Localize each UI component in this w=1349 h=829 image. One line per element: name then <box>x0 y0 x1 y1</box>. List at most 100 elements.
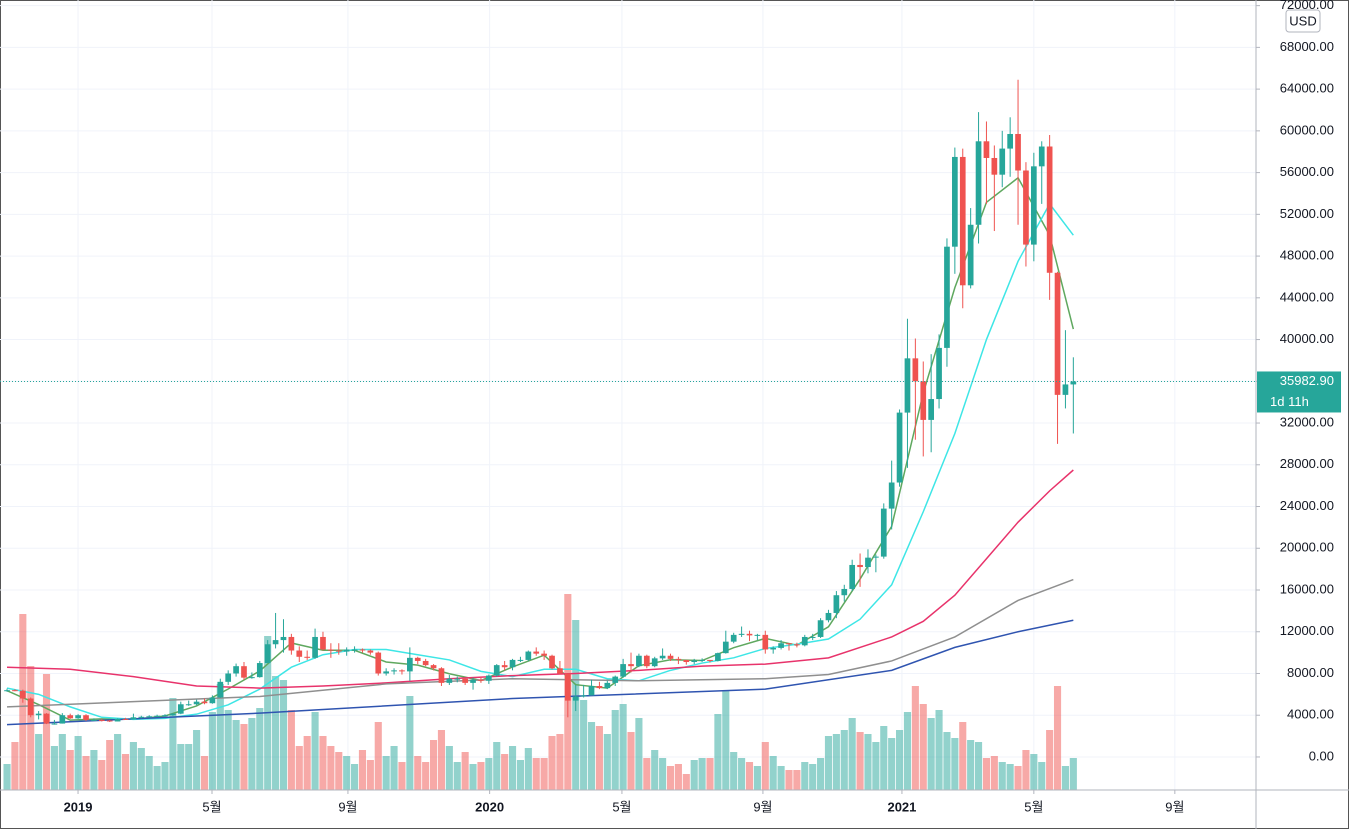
candle-body <box>264 644 271 664</box>
moving-average-line <box>6 202 1074 721</box>
candle-body <box>12 690 18 692</box>
volume-bar <box>540 758 548 790</box>
candle-body <box>628 664 634 667</box>
candle-body <box>564 673 571 701</box>
y-tick-label: 32000.00 <box>1280 414 1334 429</box>
volume-bar <box>864 734 872 790</box>
candle-body <box>991 157 998 175</box>
volume-bar <box>366 760 374 790</box>
candle-body <box>320 636 326 650</box>
volume-bar <box>50 746 58 790</box>
candle-body <box>249 677 255 679</box>
volume-bar <box>611 710 619 790</box>
candle-body <box>920 381 927 420</box>
axes: 0.00 4000.00 8000.00 12000.00 16000.00 20000.… <box>64 0 1341 814</box>
candle-body <box>470 679 476 683</box>
candle-body <box>1015 133 1021 171</box>
candle-body <box>572 696 579 701</box>
candle-body <box>27 698 34 716</box>
candle-body <box>430 665 437 669</box>
volume-bar <box>485 758 493 790</box>
x-tick-label: 5월 <box>1024 799 1043 814</box>
volume-bar <box>1069 758 1077 790</box>
candle-body <box>517 659 524 661</box>
volume-bar <box>501 754 509 790</box>
volume-bar <box>445 746 453 790</box>
volume-bar <box>477 762 485 790</box>
volume-bar <box>722 690 730 790</box>
candle-body <box>478 679 484 681</box>
volume-bar <box>3 764 11 790</box>
candle-body <box>146 716 153 718</box>
volume-bar <box>635 718 643 790</box>
candle-body <box>19 690 26 699</box>
candle-body <box>857 564 863 568</box>
volume-bar <box>279 680 288 790</box>
candle-body <box>880 508 887 557</box>
volume-bar <box>1022 750 1030 790</box>
candle-body <box>975 141 982 225</box>
volume-bar <box>982 758 991 790</box>
candle-body <box>596 686 603 689</box>
volume-bar <box>1030 754 1038 790</box>
candle-body <box>643 655 650 667</box>
volume-bar <box>832 734 840 790</box>
candle-body <box>217 681 224 698</box>
volume-bar <box>896 730 904 790</box>
candle-body <box>414 657 421 661</box>
candle-body <box>604 682 611 689</box>
candle-body <box>312 636 318 658</box>
volume-bar <box>974 742 983 790</box>
candle-body <box>201 701 208 704</box>
candle-body <box>335 650 342 652</box>
candle-body <box>367 650 374 653</box>
candle-body <box>493 665 500 676</box>
candle-body <box>462 678 468 683</box>
volume-bar <box>1053 686 1062 790</box>
volume-bar <box>627 732 635 790</box>
x-tick-label: 2019 <box>64 799 93 814</box>
y-tick-label: 52000.00 <box>1280 206 1334 221</box>
candle-body <box>106 720 113 722</box>
candle-body <box>130 717 137 720</box>
volume-bar <box>674 764 682 790</box>
candle-body <box>691 660 698 663</box>
candle-body <box>328 649 334 651</box>
volume-bar <box>761 742 769 790</box>
volume-bar <box>919 704 927 790</box>
volume-bar <box>493 742 501 790</box>
candle-body <box>422 660 429 666</box>
y-tick-label: 60000.00 <box>1280 122 1334 137</box>
candle-body <box>288 636 295 651</box>
volume-bar <box>556 734 564 790</box>
candle-body <box>612 676 619 683</box>
candle-body <box>636 655 642 667</box>
volume-bar <box>580 700 588 790</box>
candle-body <box>809 636 816 638</box>
candle-body <box>43 713 50 724</box>
volume-bar <box>619 704 627 790</box>
candle-body <box>296 650 303 657</box>
candle-body <box>438 668 445 683</box>
candle-body <box>936 347 942 400</box>
price-label-box <box>1257 371 1341 413</box>
volume-bar <box>453 762 461 790</box>
candle-body <box>209 697 216 704</box>
volume-bar <box>706 758 714 790</box>
volume-bar <box>1014 766 1022 790</box>
volume-bar <box>82 756 90 790</box>
candle-body <box>533 651 540 654</box>
volume-bar <box>595 726 603 790</box>
candle-body <box>51 723 58 725</box>
volume-bar <box>753 766 761 790</box>
countdown-label: 1d 11h <box>1270 394 1309 409</box>
volume-bar <box>714 714 722 790</box>
candle-body <box>786 643 792 645</box>
candle-body <box>1007 133 1013 149</box>
volume-bar <box>232 720 240 790</box>
x-tick-label: 5월 <box>612 799 631 814</box>
candle-body <box>98 719 105 721</box>
candle-body <box>722 641 729 654</box>
volume-bar <box>738 758 746 790</box>
